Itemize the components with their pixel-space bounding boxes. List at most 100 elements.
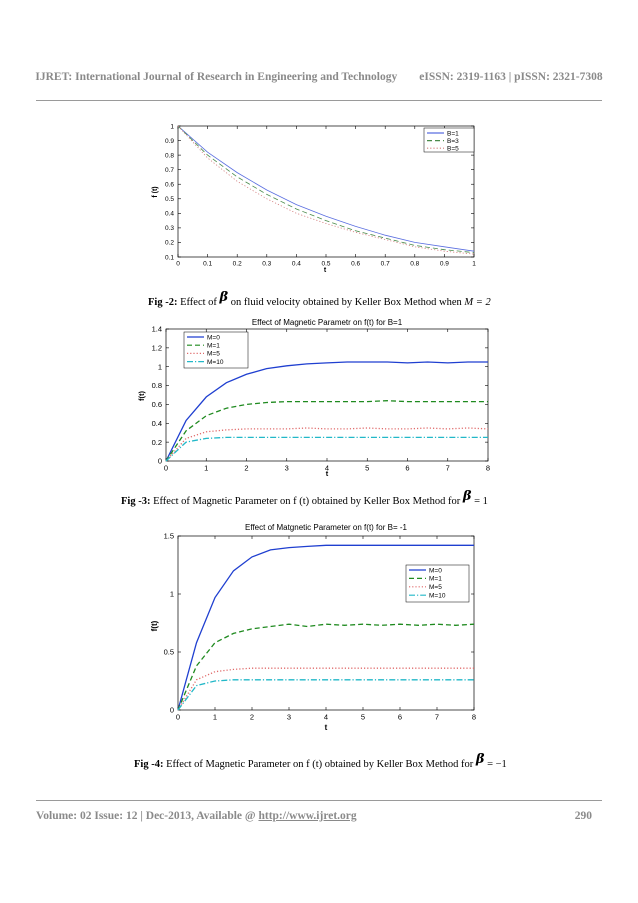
y-tick-label: 0.2 xyxy=(152,438,162,447)
series-line-m1 xyxy=(165,400,488,462)
chart-title: Effect of Magnetic Parametr on f(t) for … xyxy=(252,318,403,327)
caption-fig3: Fig -3: Effect of Magnetic Parameter on … xyxy=(121,489,488,507)
x-tick-label: 7 xyxy=(435,713,439,722)
legend-box xyxy=(405,564,470,603)
legend-label: M=5 xyxy=(207,351,220,358)
caption-fig3-symbol: β xyxy=(462,489,472,504)
y-tick-label: 0.6 xyxy=(165,181,174,188)
legend-label: B=3 xyxy=(447,138,459,145)
legend-label: B=5 xyxy=(447,146,459,153)
y-tick-label: 0.7 xyxy=(165,167,174,174)
x-tick-label: 3 xyxy=(285,464,289,473)
y-tick-label: 0.8 xyxy=(152,381,162,390)
chart-title: Effect of Matgnetic Parameter on f(t) fo… xyxy=(245,523,407,532)
x-tick-label: 0 xyxy=(164,464,168,473)
y-tick-label: 0.5 xyxy=(164,648,174,657)
page-number: 290 xyxy=(574,810,592,822)
y-tick-label: 1.2 xyxy=(152,343,162,352)
caption-fig2-symbol: β xyxy=(219,290,229,305)
legend-label: M=1 xyxy=(429,576,442,583)
x-tick-label: 0.9 xyxy=(440,261,449,268)
footer-volume: Volume: 02 Issue: 12 | Dec-2013, Availab… xyxy=(36,810,259,822)
header-rule xyxy=(36,100,602,101)
caption-fig4-text: Effect of Magnetic Parameter on f (t) ob… xyxy=(163,759,476,770)
y-tick-label: 0.4 xyxy=(165,211,174,218)
y-tick-label: 1.4 xyxy=(152,325,162,334)
x-tick-label: 5 xyxy=(365,464,369,473)
x-tick-label: 7 xyxy=(446,464,450,473)
plot-frame xyxy=(177,535,475,711)
x-tick-label: 8 xyxy=(472,713,476,722)
caption-fig4: Fig -4: Effect of Magnetic Parameter on … xyxy=(134,752,507,770)
caption-fig3-text: Effect of Magnetic Parameter on f (t) ob… xyxy=(150,496,463,507)
caption-fig4-symbol: β xyxy=(475,752,485,767)
caption-fig4-label: Fig -4: xyxy=(134,759,164,770)
x-tick-label: 0.5 xyxy=(321,261,330,268)
legend-label: M=5 xyxy=(429,584,442,591)
y-tick-label: 0.8 xyxy=(165,152,174,159)
caption-fig2-label: Fig -2: xyxy=(148,297,178,308)
series-line-m10 xyxy=(177,679,474,711)
x-tick-label: 0 xyxy=(176,713,180,722)
y-tick-label: 0 xyxy=(158,457,162,466)
x-tick-label: 0 xyxy=(176,261,180,268)
legend-label: B=1 xyxy=(447,130,459,137)
x-tick-label: 1 xyxy=(213,713,217,722)
running-header: IJRET: International Journal of Research… xyxy=(0,71,638,83)
x-tick-label: 0.7 xyxy=(381,261,390,268)
series-line-b5 xyxy=(177,125,475,255)
y-tick-label: 1 xyxy=(170,590,174,599)
y-tick-label: 0.2 xyxy=(165,240,174,247)
legend-label: M=1 xyxy=(207,343,220,350)
y-tick-label: 0.5 xyxy=(165,196,174,203)
caption-fig2-pre: Effect of xyxy=(177,297,220,308)
y-tick-label: 0.9 xyxy=(165,138,174,145)
series-line-m0 xyxy=(165,361,488,462)
x-axis-label: t xyxy=(326,469,329,478)
x-tick-label: 2 xyxy=(250,713,254,722)
series-line-m5 xyxy=(165,427,489,462)
legend-box xyxy=(423,127,475,153)
caption-fig4-equation: = −1 xyxy=(484,759,507,770)
x-tick-label: 5 xyxy=(361,713,365,722)
legend-label: M=0 xyxy=(207,334,220,341)
series-line-m10 xyxy=(165,436,488,462)
x-axis-label: t xyxy=(324,267,327,274)
series-line-m0 xyxy=(177,544,474,711)
series-line-m1 xyxy=(177,623,475,711)
y-tick-label: 0.1 xyxy=(165,254,174,261)
y-tick-label: 0 xyxy=(170,706,174,715)
series-line-b3 xyxy=(177,125,475,253)
legend-label: M=10 xyxy=(429,593,446,600)
x-tick-label: 6 xyxy=(398,713,402,722)
footer-link[interactable]: http://www.ijret.org xyxy=(258,810,357,822)
y-tick-label: 0.4 xyxy=(152,419,162,428)
y-tick-label: 0.6 xyxy=(152,400,162,409)
series-line-m5 xyxy=(177,667,474,711)
x-tick-label: 0.3 xyxy=(262,261,271,268)
footer-rule xyxy=(36,800,602,801)
x-tick-label: 3 xyxy=(287,713,291,722)
caption-fig2-post: on fluid velocity obtained by Keller Box… xyxy=(228,297,465,308)
caption-fig2: Fig -2: Effect of β on fluid velocity ob… xyxy=(148,290,491,308)
caption-fig3-equation: = 1 xyxy=(471,496,488,507)
y-tick-label: 1.5 xyxy=(164,532,174,541)
x-tick-label: 1 xyxy=(204,464,208,473)
legend-label: M=0 xyxy=(429,567,442,574)
y-axis-label: f(t) xyxy=(150,620,159,631)
x-tick-label: 6 xyxy=(405,464,409,473)
x-tick-label: 2 xyxy=(244,464,248,473)
legend-box xyxy=(183,331,249,369)
x-tick-label: 1 xyxy=(472,261,476,268)
caption-fig2-equation: M = 2 xyxy=(464,297,491,308)
y-tick-label: 0.3 xyxy=(165,225,174,232)
x-tick-label: 4 xyxy=(324,713,328,722)
journal-title: IJRET: International Journal of Research… xyxy=(35,71,398,83)
y-tick-label: 1 xyxy=(158,362,162,371)
caption-fig3-label: Fig -3: xyxy=(121,496,151,507)
x-tick-label: 0.6 xyxy=(351,261,360,268)
x-tick-label: 8 xyxy=(486,464,490,473)
